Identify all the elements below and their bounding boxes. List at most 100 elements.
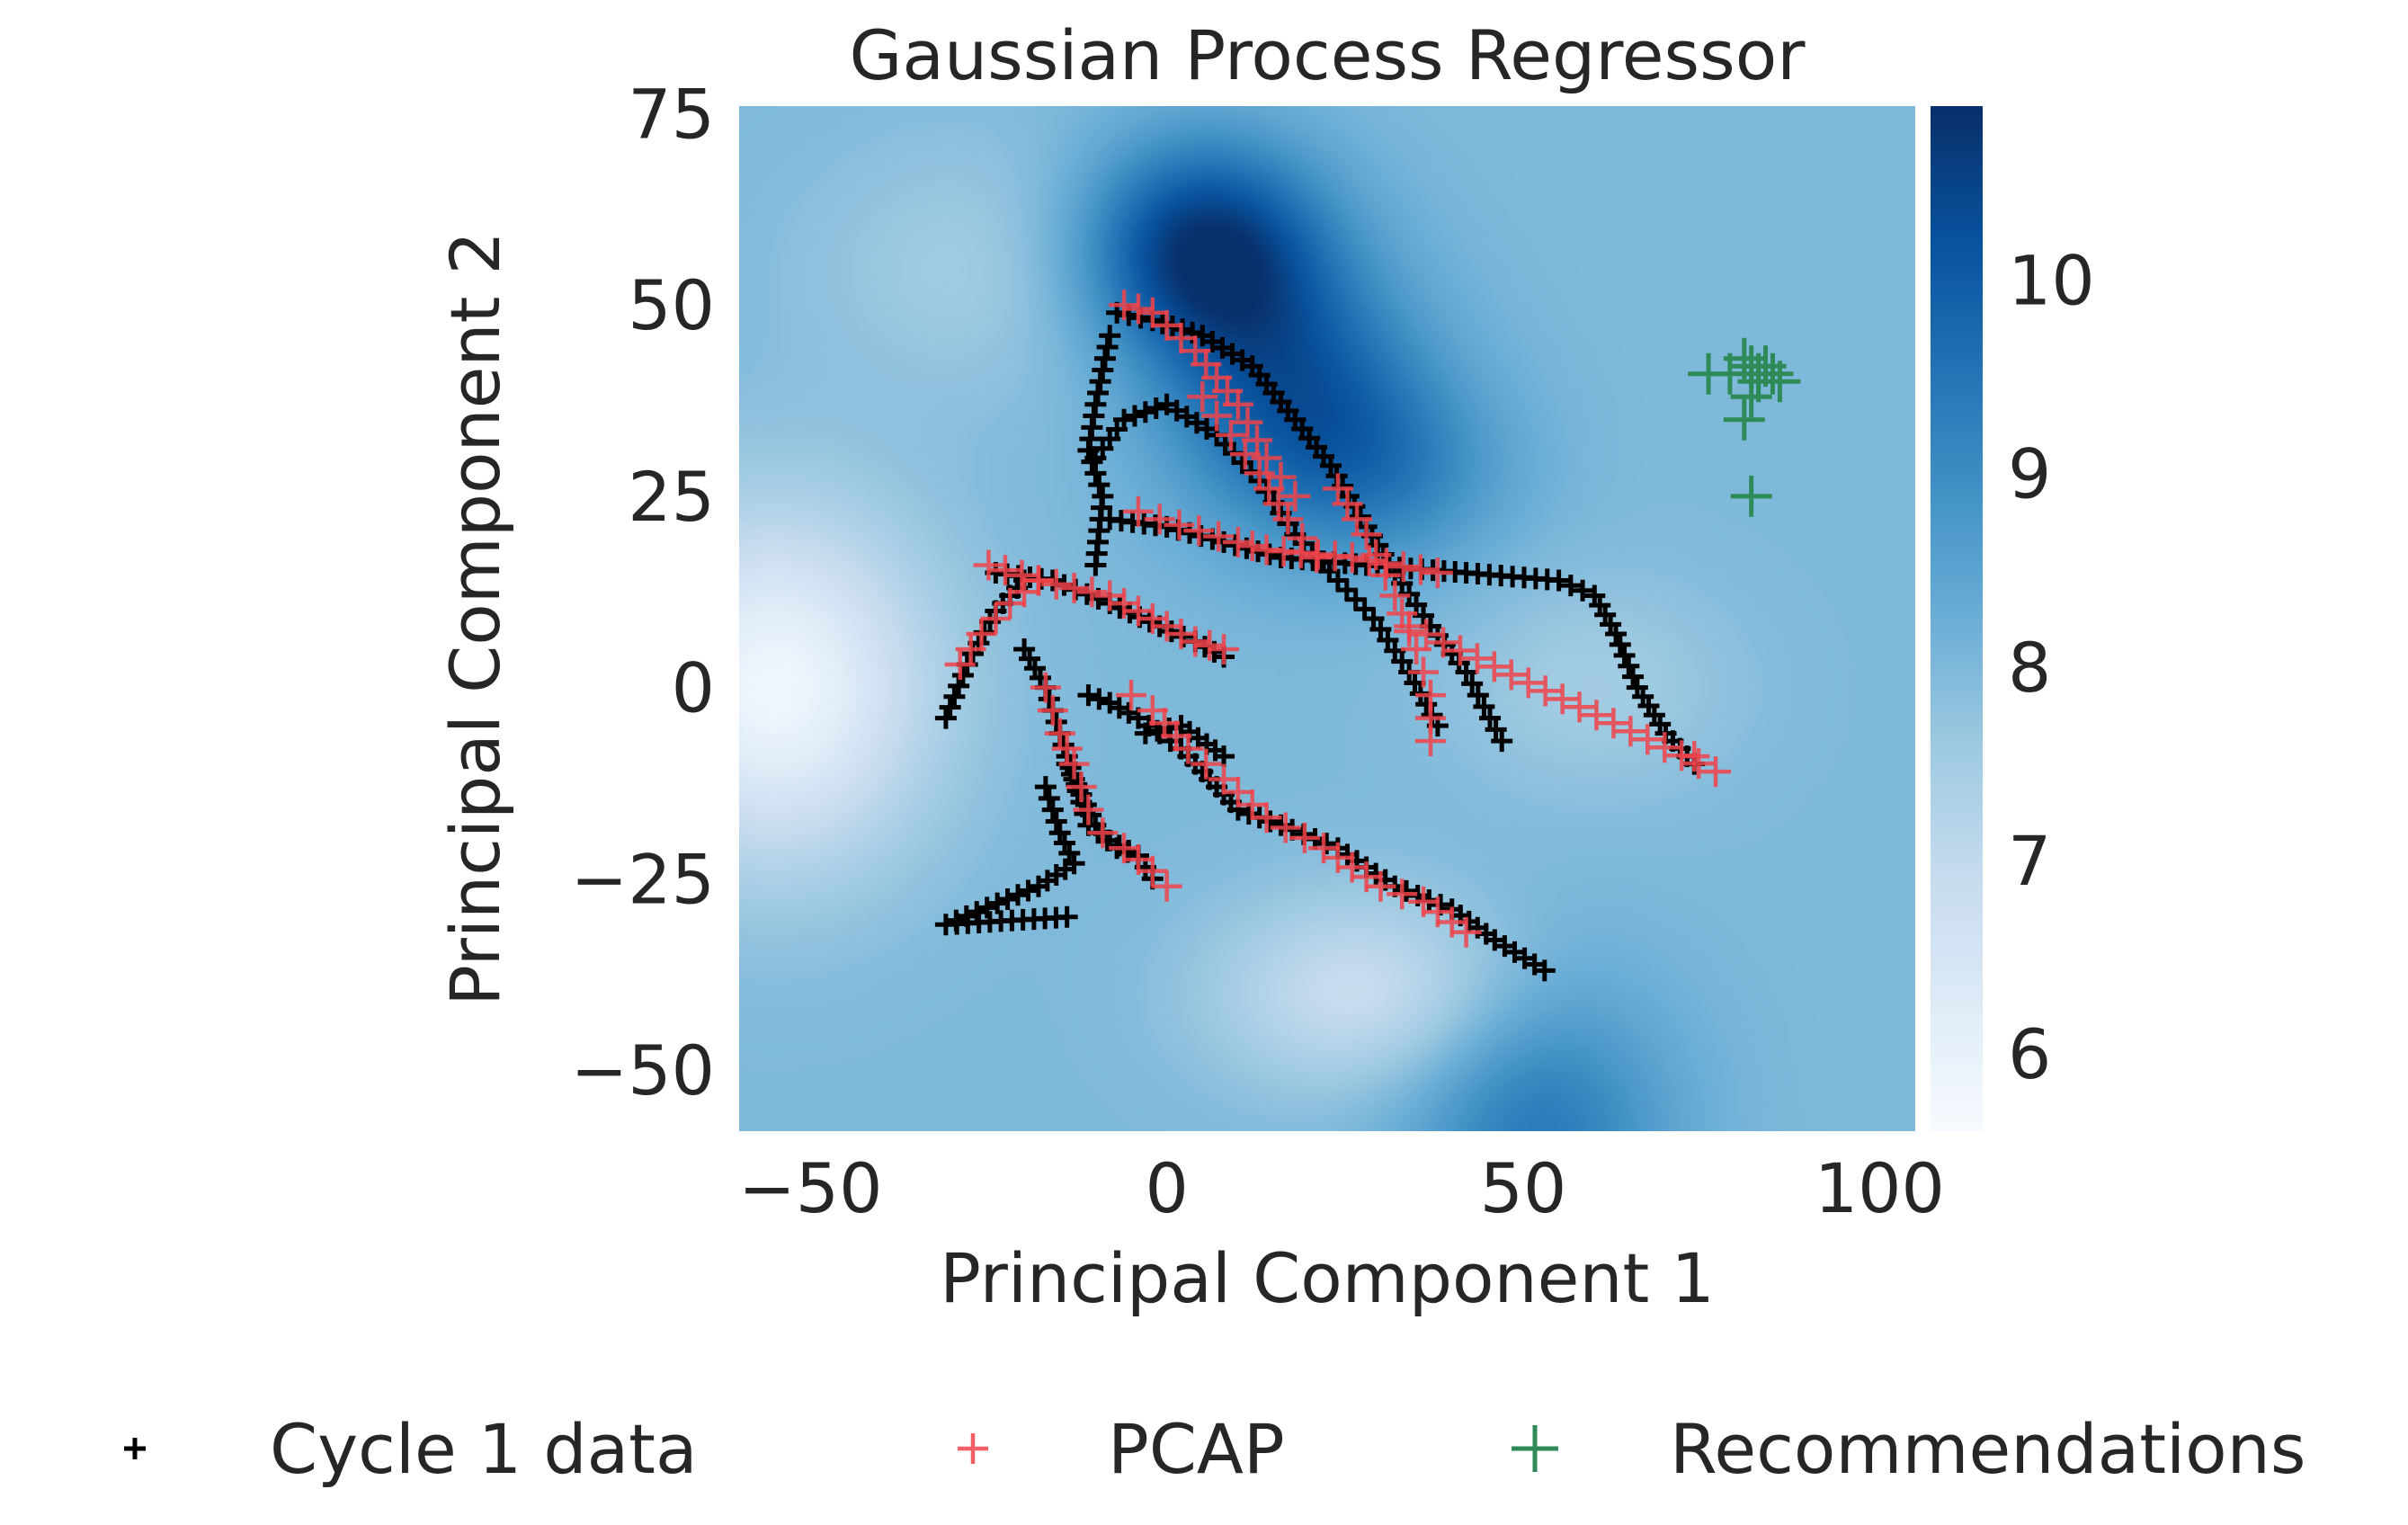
cycle-1-data-point: [1533, 959, 1556, 982]
pcap-point: [1450, 916, 1482, 948]
pcap-point: [1666, 740, 1698, 771]
pcap-point: [1187, 381, 1218, 413]
pcap-point: [1208, 763, 1240, 795]
pcap-point: [1512, 667, 1544, 699]
cycle-1-data-point: [1027, 875, 1049, 897]
cycle-1-data-point: [1609, 633, 1631, 655]
pcap-point: [1379, 580, 1411, 611]
cycle-1-data-point: [1138, 611, 1161, 633]
x-axis-ticks: −50 0 50 100: [738, 1148, 1945, 1228]
recommendation-point: [1723, 398, 1765, 441]
pcap-point: [1332, 488, 1363, 520]
cycle-1-data-point: [1473, 695, 1495, 718]
pcap-point: [1040, 568, 1072, 600]
y-tick-label: −25: [571, 839, 715, 919]
pcap-point: [1180, 626, 1211, 657]
pcap-point: [1222, 526, 1253, 557]
legend-label: Recommendations: [1670, 1409, 2305, 1489]
cycle-1-data-point: [1145, 397, 1167, 420]
pcap-point: [1387, 551, 1419, 583]
series-recommendations: [1688, 337, 1801, 517]
pcap-point: [1151, 870, 1182, 902]
pcap-point: [1270, 812, 1301, 843]
cycle-1-data-point: [1081, 450, 1103, 473]
cycle-1-data-point: [1467, 684, 1489, 707]
pcap-point: [1137, 603, 1168, 634]
pcap-point: [1530, 675, 1561, 707]
cycle-1-data-point: [1491, 730, 1513, 753]
cycle-1-data-point: [1084, 462, 1107, 485]
pcap-point: [1229, 439, 1261, 470]
pcap-point: [1122, 293, 1154, 325]
plot-area: [739, 106, 1915, 1131]
pcap-point: [980, 603, 1012, 634]
pcap-point: [1360, 540, 1392, 571]
cycle-1-data-point: [996, 887, 1019, 910]
pcap-point: [1222, 388, 1253, 420]
legend-item: Cycle 1 data: [124, 1409, 698, 1489]
pcap-point: [966, 619, 997, 650]
cycle-1-data-point: [1007, 884, 1030, 906]
legend-label: Cycle 1 data: [270, 1409, 698, 1489]
pcap-point: [1236, 531, 1268, 562]
recommendation-point: [1759, 361, 1801, 403]
cycle-1-data-point: [1213, 745, 1235, 768]
pcap-point: [1495, 659, 1527, 691]
pcap-point: [1058, 572, 1090, 603]
pcap-point: [1073, 794, 1104, 825]
cycle-1-data-point: [1048, 822, 1071, 844]
pcap-point: [1394, 611, 1425, 642]
cycle-1-data-point: [1099, 325, 1121, 347]
cycle-1-data-point: [1056, 905, 1078, 928]
pcap-point: [1116, 680, 1146, 711]
pcap-point: [1232, 406, 1263, 438]
x-axis-label: Principal Component 1: [940, 1238, 1715, 1318]
chart-title: Gaussian Process Regressor: [850, 15, 1806, 95]
pcap-point: [1058, 748, 1090, 780]
pcap-point: [1076, 576, 1108, 608]
cycle-1-data-point: [1088, 688, 1110, 710]
pcap-point: [1044, 718, 1075, 749]
cycle-1-data-point: [1258, 543, 1280, 566]
colorbar-tick-label: 6: [2008, 1014, 2051, 1094]
pcap-point: [1151, 611, 1182, 642]
cycle-1-data-point: [1160, 620, 1182, 643]
pcap-point: [1094, 580, 1126, 611]
cycle-1-data-point: [1058, 842, 1081, 864]
cycle-1-data-point: [1075, 794, 1097, 816]
cycle-1-data-point: [1622, 665, 1645, 688]
pcap-point: [1444, 635, 1476, 666]
pcap-point: [1051, 733, 1083, 764]
pcap-point: [1165, 323, 1197, 354]
pcap-point: [1353, 545, 1385, 576]
y-tick-label: −50: [571, 1030, 715, 1110]
pcap-point: [1700, 756, 1732, 788]
colorbar-tick-label: 7: [2008, 821, 2051, 901]
legend-item: Recommendations: [1512, 1409, 2305, 1489]
pcap-point: [1066, 771, 1097, 803]
pcap-point: [1369, 559, 1401, 591]
pcap-point: [1022, 565, 1054, 596]
cycle-1-data-point: [986, 892, 1009, 914]
pcap-point: [973, 549, 1004, 581]
cycle-1-data-point: [1613, 644, 1636, 666]
pcap-point: [1244, 458, 1275, 489]
cycle-1-data-point: [943, 685, 966, 708]
pcap-point: [1598, 708, 1629, 739]
pcap-point: [1122, 595, 1154, 627]
cycle-1-data-point: [1455, 661, 1477, 683]
colorbar-gradient: [1931, 106, 1983, 1131]
cycle-1-data-point: [1151, 312, 1173, 334]
recommendation-point: [1730, 475, 1772, 517]
legend-marker: [1512, 1425, 1558, 1472]
cycle-1-data-point: [1096, 335, 1119, 358]
pcap-point: [1144, 504, 1175, 535]
cycle-1-data-point: [1395, 879, 1417, 902]
cycle-1-data-point: [1034, 776, 1057, 798]
legend: Cycle 1 data PCAP Recommendations: [124, 1409, 2305, 1489]
pcap-point: [1280, 480, 1311, 512]
cycle-1-data-point: [1045, 710, 1067, 733]
pcap-point: [1137, 297, 1168, 328]
